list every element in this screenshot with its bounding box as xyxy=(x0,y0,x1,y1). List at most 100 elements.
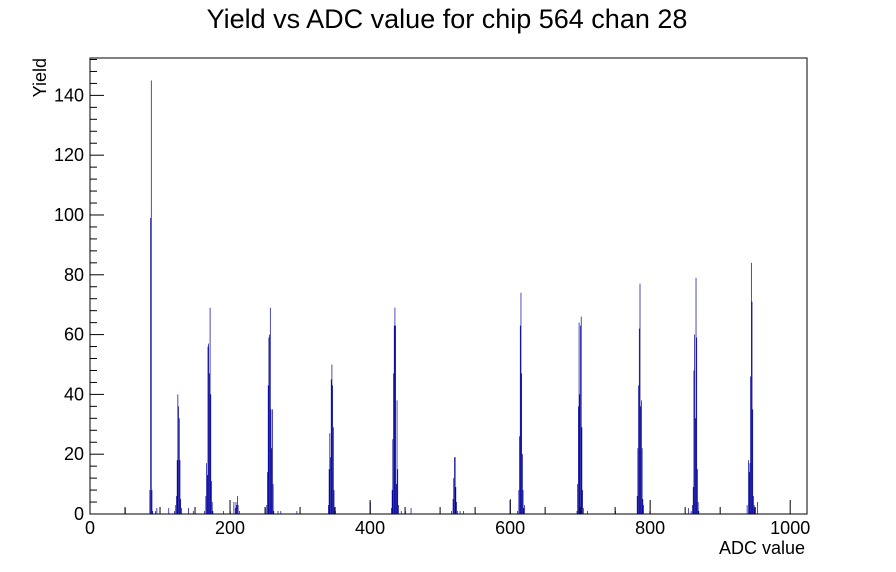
histogram-bin xyxy=(580,325,581,514)
histogram-bin xyxy=(155,511,156,514)
histogram-bin xyxy=(209,307,211,514)
histogram-bin xyxy=(752,409,754,514)
histogram-bin xyxy=(398,505,399,514)
y-tick-label: 60 xyxy=(64,325,84,345)
histogram-bin xyxy=(206,463,207,514)
histogram-bin xyxy=(579,394,581,514)
histogram-bin xyxy=(746,505,748,514)
histogram-bin xyxy=(687,508,689,514)
histogram-bin xyxy=(694,334,695,514)
histogram-bin xyxy=(178,406,179,514)
histogram-bin xyxy=(181,508,182,514)
histogram-bin xyxy=(328,505,329,514)
histogram-bin xyxy=(518,490,520,514)
histogram-bin xyxy=(524,505,525,514)
histogram-bin xyxy=(150,80,152,515)
histogram-bin xyxy=(750,376,751,514)
histogram-bin xyxy=(642,499,644,514)
histogram-bin xyxy=(643,505,644,514)
histogram-bin xyxy=(636,496,638,514)
histogram-bin xyxy=(410,508,412,514)
histogram-bin xyxy=(400,511,402,514)
histogram-bin xyxy=(204,511,205,514)
histogram-bin xyxy=(152,511,154,514)
histogram-bin xyxy=(695,277,697,514)
y-tick-label: 80 xyxy=(64,265,84,285)
y-axis-label: Yield xyxy=(30,58,50,97)
histogram-bin xyxy=(757,502,758,514)
histogram-bin xyxy=(272,409,273,514)
histogram-bin xyxy=(578,322,580,514)
histogram-bin xyxy=(748,472,750,514)
histogram-bin xyxy=(577,484,579,514)
histogram-bin xyxy=(519,325,521,514)
histogram-bin xyxy=(519,436,520,514)
histogram-bin xyxy=(180,499,182,514)
x-tick-label: 0 xyxy=(85,518,95,538)
histogram-bin xyxy=(459,511,461,514)
histogram-bin xyxy=(178,418,180,514)
histogram-bin xyxy=(270,409,272,514)
histogram-bin xyxy=(237,496,238,514)
y-tick-label: 100 xyxy=(54,205,84,225)
histogram-bin xyxy=(269,307,271,514)
histogram-bin xyxy=(637,448,639,514)
histogram-bin xyxy=(331,364,333,514)
histogram-bin xyxy=(395,484,397,514)
histogram-bin xyxy=(151,490,153,514)
histogram-bin xyxy=(156,508,158,514)
histogram-bin xyxy=(578,406,579,514)
histogram-bin xyxy=(696,337,698,514)
histogram-bin xyxy=(179,460,181,514)
histogram-bin xyxy=(207,346,209,514)
histogram-bin xyxy=(456,511,458,514)
histogram-bin xyxy=(576,511,578,514)
histogram-bin xyxy=(452,499,454,514)
y-tick-label: 120 xyxy=(54,145,84,165)
histogram-bin xyxy=(239,511,240,514)
histogram-bin xyxy=(177,394,179,514)
histogram-bin xyxy=(212,511,214,514)
histogram-bin xyxy=(394,307,396,514)
chart-title: Yield vs ADC value for chip 564 chan 28 xyxy=(207,4,688,34)
histogram-bin xyxy=(209,373,210,514)
histogram-bin xyxy=(580,316,582,514)
histogram-bin xyxy=(393,325,395,514)
histogram-bin xyxy=(296,511,298,514)
histogram-bin xyxy=(237,505,239,514)
histogram-bin xyxy=(236,505,238,514)
histogram-bin xyxy=(329,433,331,514)
histogram-bin xyxy=(332,427,334,514)
histogram-bin xyxy=(638,328,640,514)
histogram-bin xyxy=(517,511,518,514)
x-tick-label: 200 xyxy=(215,518,245,538)
y-tick-label: 20 xyxy=(64,444,84,464)
histogram-bin xyxy=(330,379,332,514)
histogram-bin xyxy=(749,463,751,514)
histogram-bin xyxy=(332,385,333,514)
histogram-bin xyxy=(211,502,213,514)
histogram-bin xyxy=(266,505,268,514)
histogram-bin xyxy=(582,508,584,514)
histogram-bin xyxy=(267,385,269,514)
histogram-bin xyxy=(397,469,399,514)
histogram-bin xyxy=(396,400,398,514)
x-axis-label: ADC value xyxy=(719,538,805,558)
x-tick-label: 600 xyxy=(495,518,525,538)
histogram-bin xyxy=(453,478,455,514)
histogram-bin xyxy=(451,511,452,514)
histogram-bin xyxy=(233,502,235,514)
histogram-bin xyxy=(582,490,583,514)
histogram-bin xyxy=(393,373,394,514)
histogram-bin xyxy=(330,457,331,514)
plot-area: 0 200 400 600 800 1000 0 20 40 60 80 100 120 140 xyxy=(54,57,810,538)
histogram-bin xyxy=(638,385,639,514)
histogram-bin xyxy=(463,511,464,514)
x-tick-label: 400 xyxy=(355,518,385,538)
histogram-bin xyxy=(694,418,696,514)
histogram-bin xyxy=(698,511,700,514)
histogram-bin xyxy=(206,475,208,514)
histogram-bin xyxy=(271,448,273,514)
histogram-bin xyxy=(235,502,237,514)
